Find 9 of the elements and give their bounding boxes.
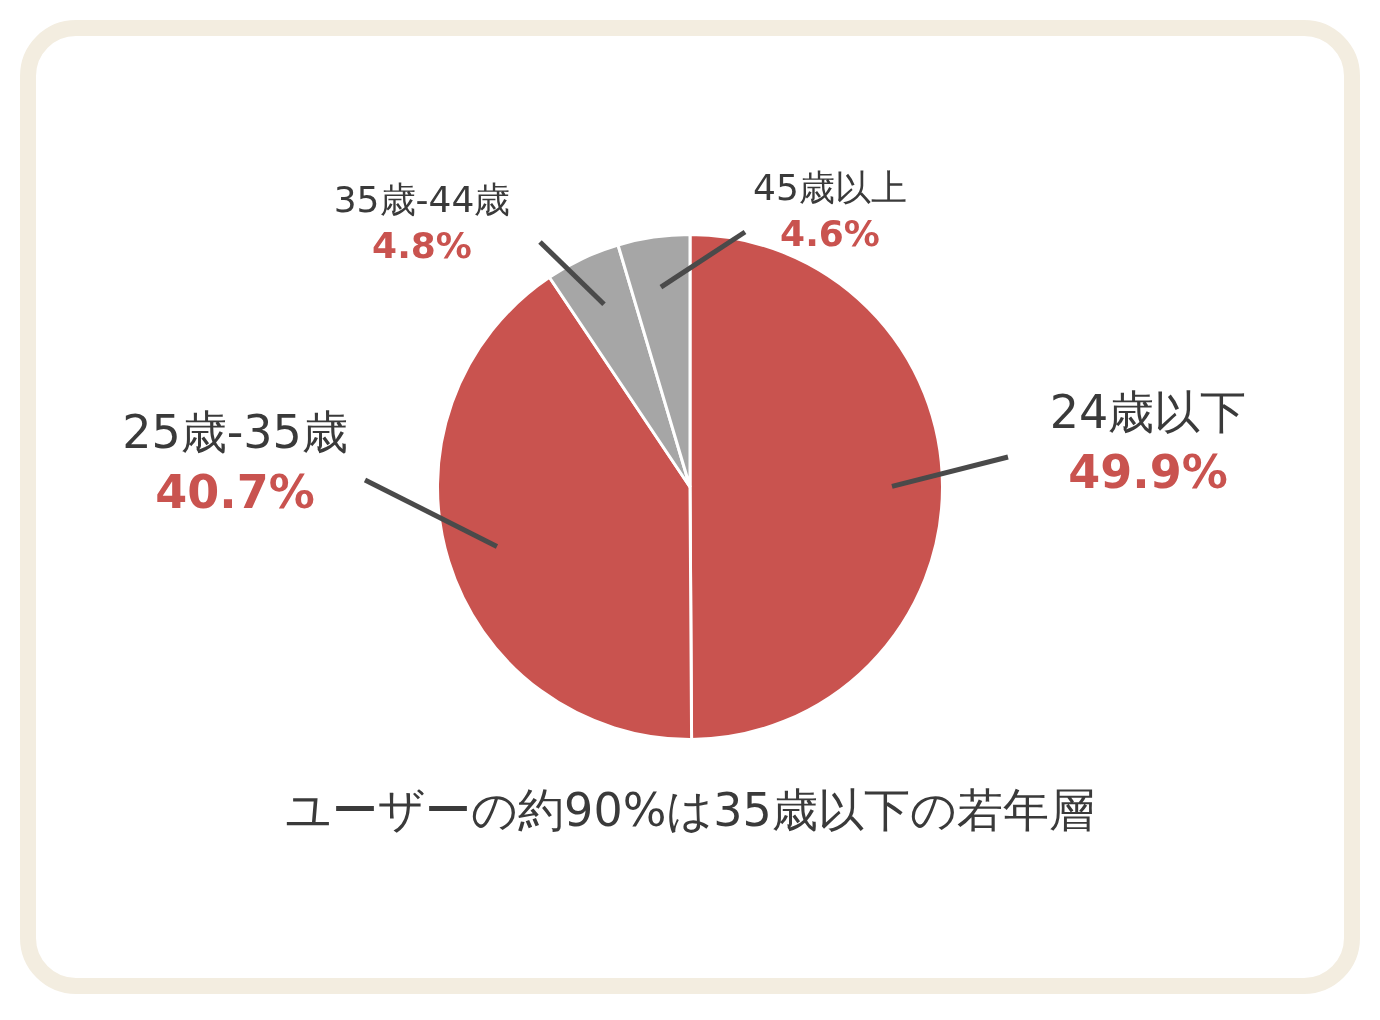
slice-label: 45歳以上 (753, 167, 907, 208)
slice-label: 25歳-35歳 (122, 405, 348, 459)
text: ユーザーの約90%は35歳以下の若年層 (284, 782, 1096, 839)
slice-label: 35歳-44歳 (333, 179, 511, 220)
data-label: 49.9% (1068, 445, 1228, 499)
slice-label: 24歳以下 (1049, 385, 1247, 439)
data-label: 4.8% (372, 225, 472, 266)
data-label: 40.7% (155, 465, 315, 519)
data-label: 4.6% (780, 213, 880, 254)
